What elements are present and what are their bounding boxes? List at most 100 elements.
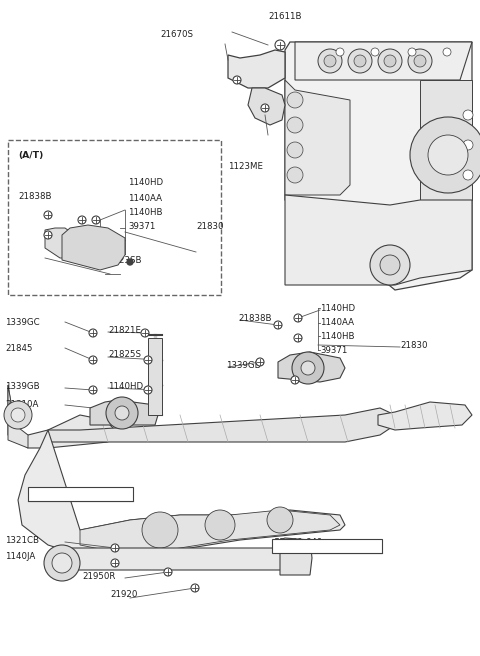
Text: 21821E: 21821E [108, 326, 141, 335]
Circle shape [115, 406, 129, 420]
Circle shape [44, 231, 52, 239]
Circle shape [89, 386, 97, 394]
Text: 21810A: 21810A [5, 400, 38, 409]
Text: REF.60-624: REF.60-624 [30, 487, 79, 496]
Text: 21838B: 21838B [18, 192, 51, 201]
Text: 1140HB: 1140HB [128, 208, 163, 217]
Polygon shape [18, 430, 345, 555]
Text: 21920: 21920 [110, 590, 137, 599]
Circle shape [371, 48, 379, 56]
Circle shape [106, 397, 138, 429]
Polygon shape [280, 538, 312, 575]
Text: 1339GC: 1339GC [5, 318, 40, 327]
Circle shape [205, 510, 235, 540]
Circle shape [11, 408, 25, 422]
Polygon shape [8, 385, 115, 448]
Circle shape [287, 92, 303, 108]
Text: 1140AA: 1140AA [320, 318, 354, 327]
Circle shape [142, 512, 178, 548]
Text: 21830: 21830 [400, 341, 428, 350]
Circle shape [144, 386, 152, 394]
Polygon shape [45, 228, 75, 258]
Circle shape [410, 117, 480, 193]
Polygon shape [8, 385, 28, 448]
Circle shape [78, 216, 86, 224]
Polygon shape [278, 352, 345, 382]
Text: REF.60-640: REF.60-640 [274, 538, 323, 547]
Circle shape [92, 216, 100, 224]
Circle shape [408, 49, 432, 73]
Circle shape [164, 568, 172, 576]
Circle shape [89, 356, 97, 364]
Circle shape [443, 48, 451, 56]
Text: 21830: 21830 [196, 222, 224, 231]
Polygon shape [285, 42, 472, 290]
Text: 21950R: 21950R [82, 572, 115, 581]
Circle shape [261, 104, 269, 112]
Circle shape [44, 211, 52, 219]
Text: (A/T): (A/T) [18, 151, 43, 160]
Circle shape [354, 55, 366, 67]
Circle shape [44, 545, 80, 581]
Polygon shape [295, 42, 472, 80]
Circle shape [324, 55, 336, 67]
Circle shape [370, 245, 410, 285]
Circle shape [336, 48, 344, 56]
Text: 21838B: 21838B [238, 314, 272, 323]
Circle shape [144, 356, 152, 364]
Circle shape [463, 170, 473, 180]
Circle shape [111, 544, 119, 552]
Circle shape [191, 584, 199, 592]
Circle shape [267, 507, 293, 533]
Polygon shape [62, 225, 125, 270]
Circle shape [318, 49, 342, 73]
Circle shape [292, 352, 324, 384]
Text: 1140HD: 1140HD [320, 304, 355, 313]
Text: 39371: 39371 [128, 222, 156, 231]
Circle shape [294, 334, 302, 342]
Text: 1123SB: 1123SB [108, 256, 142, 265]
Polygon shape [228, 50, 285, 88]
Circle shape [233, 76, 241, 84]
Circle shape [378, 49, 402, 73]
Circle shape [348, 49, 372, 73]
Circle shape [428, 135, 468, 175]
Polygon shape [378, 402, 472, 430]
Polygon shape [80, 510, 340, 555]
Circle shape [408, 48, 416, 56]
Bar [148, 338, 162, 415]
Circle shape [287, 167, 303, 183]
Circle shape [256, 358, 264, 366]
Circle shape [127, 259, 133, 265]
Circle shape [291, 376, 299, 384]
Circle shape [384, 55, 396, 67]
Circle shape [414, 55, 426, 67]
Text: 39371: 39371 [320, 346, 348, 355]
Text: 1321CB: 1321CB [5, 536, 39, 545]
Circle shape [463, 140, 473, 150]
Text: 1123SB: 1123SB [296, 372, 329, 381]
Text: 21825S: 21825S [108, 350, 141, 359]
Circle shape [380, 255, 400, 275]
Polygon shape [285, 80, 350, 195]
Polygon shape [285, 195, 472, 285]
Polygon shape [248, 88, 285, 125]
Circle shape [111, 559, 119, 567]
Bar [8, 140, 221, 295]
Polygon shape [90, 400, 158, 425]
Text: 1140AA: 1140AA [128, 194, 162, 203]
Text: 21845: 21845 [5, 344, 33, 353]
Circle shape [4, 401, 32, 429]
Text: 21670S: 21670S [160, 30, 193, 39]
Bar [272, 539, 382, 553]
Text: 21611B: 21611B [268, 12, 301, 21]
Circle shape [141, 329, 149, 337]
Text: 1123ME: 1123ME [228, 162, 263, 171]
Circle shape [52, 553, 72, 573]
Circle shape [89, 329, 97, 337]
Text: 1140HD: 1140HD [128, 178, 163, 187]
Text: 1339GB: 1339GB [5, 382, 40, 391]
Circle shape [463, 110, 473, 120]
Text: 1140JA: 1140JA [5, 552, 35, 561]
Circle shape [287, 117, 303, 133]
